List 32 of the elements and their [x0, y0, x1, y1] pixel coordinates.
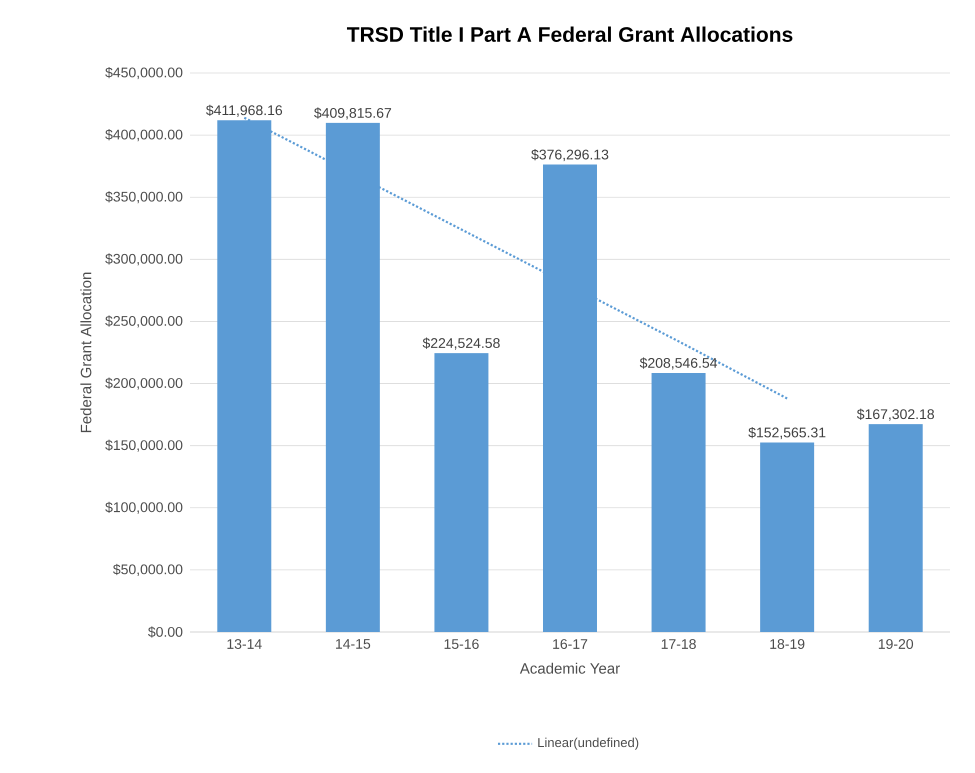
bar [760, 442, 814, 632]
y-tick-label: $450,000.00 [105, 66, 182, 80]
x-tick-label: 17-18 [662, 639, 696, 649]
y-tick-label: $150,000.00 [105, 440, 182, 452]
y-tick-label: $50,000.00 [113, 564, 182, 576]
data-label: $376,296.13 [531, 149, 608, 162]
x-tick-label: 14-15 [336, 639, 370, 649]
data-label: $152,565.31 [748, 426, 826, 440]
bar [868, 424, 923, 632]
chart-title: TRSD Title I Part A Federal Grant Allocations [346, 26, 792, 42]
bar [652, 372, 706, 632]
x-tick-label: 13-14 [227, 639, 262, 649]
y-tick-label: $100,000.00 [105, 502, 182, 514]
y-tick-label: $250,000.00 [105, 315, 182, 328]
y-axis-title: Federal Grant Allocation [80, 272, 92, 432]
y-tick-label: $350,000.00 [105, 191, 182, 204]
legend-label: Linear(undefined) [538, 738, 638, 750]
y-tick-label: $200,000.00 [105, 377, 182, 390]
data-label: $409,815.67 [314, 107, 392, 120]
x-axis-title: Academic Year [520, 662, 620, 674]
y-tick-label: $400,000.00 [105, 129, 182, 142]
x-tick-label: 16-17 [553, 639, 588, 649]
data-label: $167,302.18 [856, 408, 934, 421]
data-label: $411,968.16 [206, 104, 282, 117]
x-tick-label: 15-16 [444, 639, 479, 649]
x-tick-label: 19-20 [878, 639, 914, 649]
y-tick-label: $300,000.00 [105, 253, 182, 266]
bar [434, 353, 488, 632]
x-tick-label: 18-19 [770, 639, 804, 649]
data-label: $208,546.54 [640, 357, 718, 370]
y-tick-label: $0.00 [148, 626, 182, 638]
data-label: $224,524.58 [422, 338, 500, 350]
